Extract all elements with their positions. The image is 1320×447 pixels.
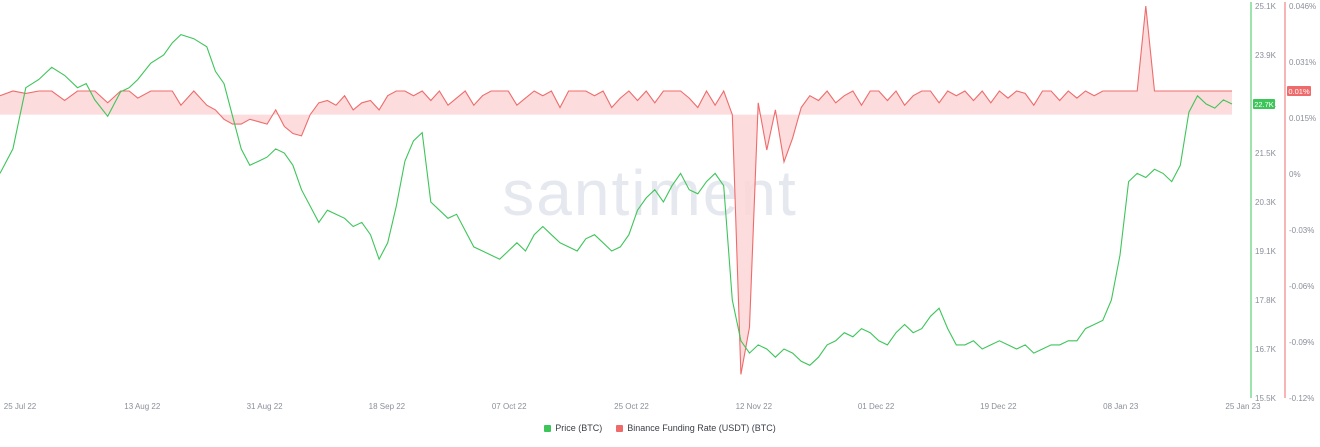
price-line — [0, 33, 1233, 366]
price-tick-label: 21.5K — [1255, 149, 1277, 158]
funding-tick-label: 0.046% — [1289, 2, 1316, 11]
legend-swatch-funding — [616, 424, 624, 432]
price-tick-label: 20.3K — [1255, 198, 1277, 207]
price-tick-label: 17.8K — [1255, 296, 1277, 305]
price-line-layer — [0, 33, 1233, 366]
price-current-badge — [1253, 99, 1275, 109]
funding-tick-label: 0.015% — [1289, 114, 1316, 123]
x-tick-label: 18 Sep 22 — [369, 402, 406, 411]
x-tick-label: 08 Jan 23 — [1103, 402, 1139, 411]
legend: Price (BTC) Binance Funding Rate (USDT) … — [0, 423, 1320, 433]
funding-line — [0, 5, 1232, 375]
price-tick-label: 25.1K — [1255, 2, 1277, 11]
legend-item-funding[interactable]: Binance Funding Rate (USDT) (BTC) — [616, 423, 776, 433]
funding-tick-label: -0.03% — [1289, 226, 1314, 235]
x-tick-label: 12 Nov 22 — [736, 402, 773, 411]
price-tick-label: 23.9K — [1255, 51, 1277, 60]
funding-current-badge — [1287, 86, 1311, 97]
x-tick-label: 13 Aug 22 — [124, 402, 161, 411]
x-tick-label: 25 Jul 22 — [4, 402, 37, 411]
labels-layer: 25.1K 23.9K 22.7K 21.5K 20.3K 19.1K 17.8K 16.7K… — [4, 2, 1316, 411]
x-tick-label: 31 Aug 22 — [247, 402, 284, 411]
funding-current-label: 0.01% — [1288, 87, 1310, 96]
x-tick-label: 25 Jan 23 — [1225, 402, 1261, 411]
funding-tick-label: -0.12% — [1289, 394, 1314, 403]
price-current-label: 22.7K — [1254, 100, 1274, 109]
price-tick-label: 16.7K — [1255, 345, 1277, 354]
funding-tick-label: -0.09% — [1289, 338, 1314, 347]
x-tick-label: 25 Oct 22 — [614, 402, 649, 411]
price-tick-label: 19.1K — [1255, 247, 1277, 256]
funding-tick-label: -0.06% — [1289, 282, 1314, 291]
legend-swatch-price — [544, 424, 552, 432]
funding-tick-label: 0.031% — [1289, 58, 1316, 67]
funding-area — [0, 6, 1232, 375]
x-tick-label: 07 Oct 22 — [492, 402, 527, 411]
price-tick-label: 15.5K — [1255, 394, 1277, 403]
legend-item-price[interactable]: Price (BTC) — [544, 423, 602, 433]
axes-layer — [1250, 2, 1286, 398]
funding-area-layer — [0, 6, 1232, 375]
funding-line-layer — [0, 5, 1232, 375]
funding-tick-label: 0% — [1289, 170, 1301, 179]
x-tick-label: 01 Dec 22 — [858, 402, 895, 411]
legend-label-funding: Binance Funding Rate (USDT) (BTC) — [627, 423, 776, 433]
legend-label-price: Price (BTC) — [555, 423, 603, 433]
x-tick-label: 19 Dec 22 — [980, 402, 1017, 411]
